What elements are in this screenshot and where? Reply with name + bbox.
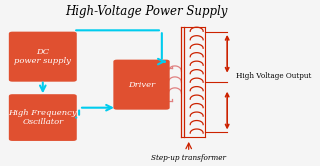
Text: High-Voltage Power Supply: High-Voltage Power Supply xyxy=(65,5,227,18)
Text: Step-up transformer: Step-up transformer xyxy=(151,154,226,162)
Text: High Frequency
Oscillator: High Frequency Oscillator xyxy=(9,109,77,126)
FancyBboxPatch shape xyxy=(113,60,170,110)
Text: DC
power supply: DC power supply xyxy=(14,48,71,65)
FancyBboxPatch shape xyxy=(9,32,77,82)
FancyBboxPatch shape xyxy=(9,94,77,141)
Text: High Voltage Output: High Voltage Output xyxy=(236,72,311,80)
Text: Driver: Driver xyxy=(128,81,155,89)
